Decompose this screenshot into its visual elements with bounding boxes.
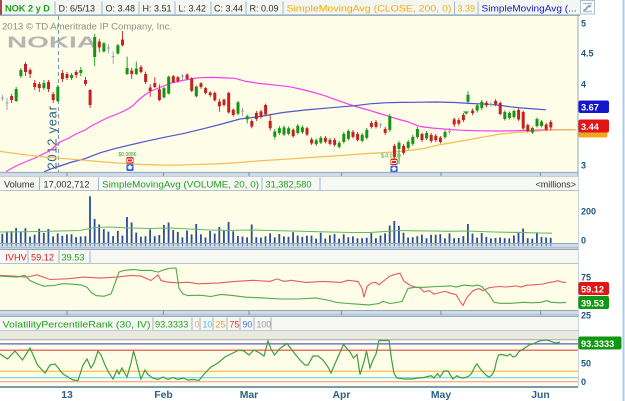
svg-text:0: 0	[581, 377, 586, 387]
svg-text:0: 0	[581, 236, 586, 246]
svg-text:3.39: 3.39	[458, 4, 476, 14]
svg-text:SimpleMovingAvg (CLOSE, 200, 0: SimpleMovingAvg (CLOSE, 200, 0)	[287, 4, 452, 14]
svg-text:75: 75	[581, 273, 591, 283]
svg-text:NOK 2 y D: NOK 2 y D	[5, 4, 50, 14]
svg-text:4.5: 4.5	[581, 49, 594, 59]
svg-text:200: 200	[581, 207, 596, 217]
svg-text:31,382,580: 31,382,580	[266, 180, 312, 190]
svg-text:50: 50	[581, 359, 591, 369]
svg-text:May: May	[431, 390, 451, 401]
svg-text:3.67: 3.67	[581, 103, 599, 113]
svg-text:3.44: 3.44	[581, 122, 600, 132]
svg-text:25: 25	[216, 320, 226, 330]
svg-text:90: 90	[243, 320, 253, 330]
svg-text:H: 3.51: H: 3.51	[143, 4, 172, 14]
svg-text:3: 3	[581, 161, 586, 171]
svg-text:93.3333: 93.3333	[581, 339, 614, 349]
svg-text:Apr: Apr	[333, 390, 351, 401]
svg-text:2012 year: 2012 year	[45, 105, 60, 169]
svg-text:25: 25	[581, 311, 591, 321]
svg-text:93.3333: 93.3333	[155, 320, 188, 330]
svg-text:4: 4	[581, 80, 586, 90]
svg-text:Volume: Volume	[4, 180, 35, 190]
svg-text:2013 © TD Ameritrade IP Compan: 2013 © TD Ameritrade IP Company, Inc.	[2, 22, 172, 32]
svg-text:O: 3.48: O: 3.48	[106, 4, 136, 14]
svg-text:59.12: 59.12	[31, 253, 54, 263]
svg-text:75: 75	[230, 320, 240, 330]
svg-text:Mar: Mar	[240, 390, 258, 401]
svg-text:5: 5	[581, 19, 586, 29]
svg-text:Feb: Feb	[154, 390, 172, 401]
svg-text:$0.0086: $0.0086	[119, 152, 137, 158]
svg-text:13: 13	[61, 390, 73, 401]
svg-text:100: 100	[257, 320, 272, 330]
svg-text:39.53: 39.53	[62, 253, 85, 263]
svg-text:VolatilityPercentileRank (30,: VolatilityPercentileRank (30, IV)	[3, 320, 151, 330]
svg-text:59.12: 59.12	[581, 285, 604, 295]
svg-text:0: 0	[195, 320, 200, 330]
svg-text:<millions>: <millions>	[535, 180, 576, 190]
svg-text:39.53: 39.53	[581, 299, 604, 309]
svg-text:Jun: Jun	[531, 390, 549, 401]
svg-text:10: 10	[203, 320, 213, 330]
svg-text:$-0.0109: $-0.0109	[381, 153, 401, 159]
svg-text:NOKIA: NOKIA	[7, 35, 98, 52]
svg-text:D: 6/5/13: D: 6/5/13	[59, 4, 96, 14]
svg-text:SimpleMovingAvg (...: SimpleMovingAvg (...	[482, 4, 577, 14]
svg-text:SimpleMovingAvg (VOLUME, 20, 0: SimpleMovingAvg (VOLUME, 20, 0)	[102, 180, 259, 190]
svg-text:L: 3.42: L: 3.42	[179, 4, 207, 14]
svg-text:R: 0.09: R: 0.09	[250, 4, 279, 14]
svg-text:IVHV: IVHV	[5, 253, 27, 263]
svg-text:17,002,712: 17,002,712	[44, 180, 90, 190]
svg-text:C: 3.44: C: 3.44	[214, 4, 243, 14]
